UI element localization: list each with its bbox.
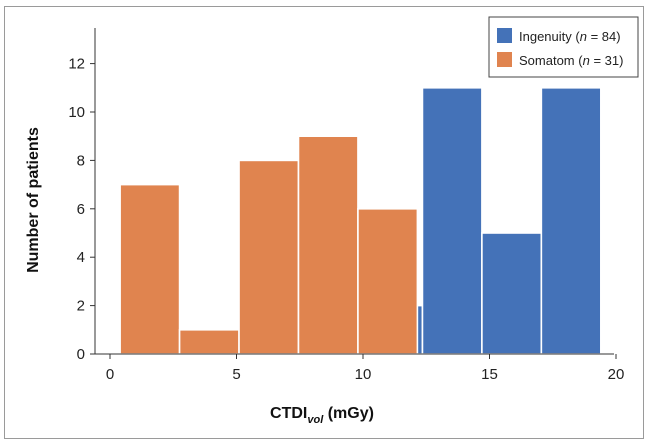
legend-label-ingenuity: Ingenuity (n = 84) — [519, 29, 621, 44]
bars-group — [119, 87, 602, 355]
y-tick-label-10: 10 — [68, 104, 85, 121]
y-tick-label-4: 4 — [77, 249, 85, 266]
y-tick-label-12: 12 — [68, 56, 85, 73]
bar-somatom-1 — [178, 328, 240, 355]
y-tick-label-2: 2 — [77, 298, 85, 315]
legend-swatch-ingenuity — [497, 28, 512, 43]
x-tick-label-10: 10 — [355, 366, 372, 383]
x-tick-label-15: 15 — [481, 366, 498, 383]
bar-somatom-2 — [238, 159, 300, 355]
y-tick-label-8: 8 — [77, 152, 85, 169]
x-tick-label-0: 0 — [106, 366, 114, 383]
y-tick-label-0: 0 — [77, 346, 85, 363]
bar-somatom-0 — [119, 183, 181, 355]
y-tick-label-6: 6 — [77, 201, 85, 218]
legend: Ingenuity (n = 84) Somatom (n = 31) — [488, 16, 639, 78]
legend-box — [488, 16, 639, 78]
bar-somatom-4 — [357, 208, 419, 355]
x-axis-title: CTDIvol (mGy) — [270, 405, 374, 426]
bar-ingenuity-2 — [481, 232, 543, 355]
legend-swatch-somatom — [497, 52, 512, 67]
bar-ingenuity-3 — [540, 87, 602, 355]
x-tick-label-5: 5 — [232, 366, 240, 383]
x-tick-label-20: 20 — [608, 366, 625, 383]
y-axis-title: Number of patients — [25, 127, 42, 273]
bar-somatom-3 — [297, 135, 359, 355]
bar-ingenuity-1 — [421, 87, 483, 355]
legend-label-somatom: Somatom (n = 31) — [519, 53, 623, 68]
axes-group: 05101520253035024681012 — [68, 28, 625, 383]
